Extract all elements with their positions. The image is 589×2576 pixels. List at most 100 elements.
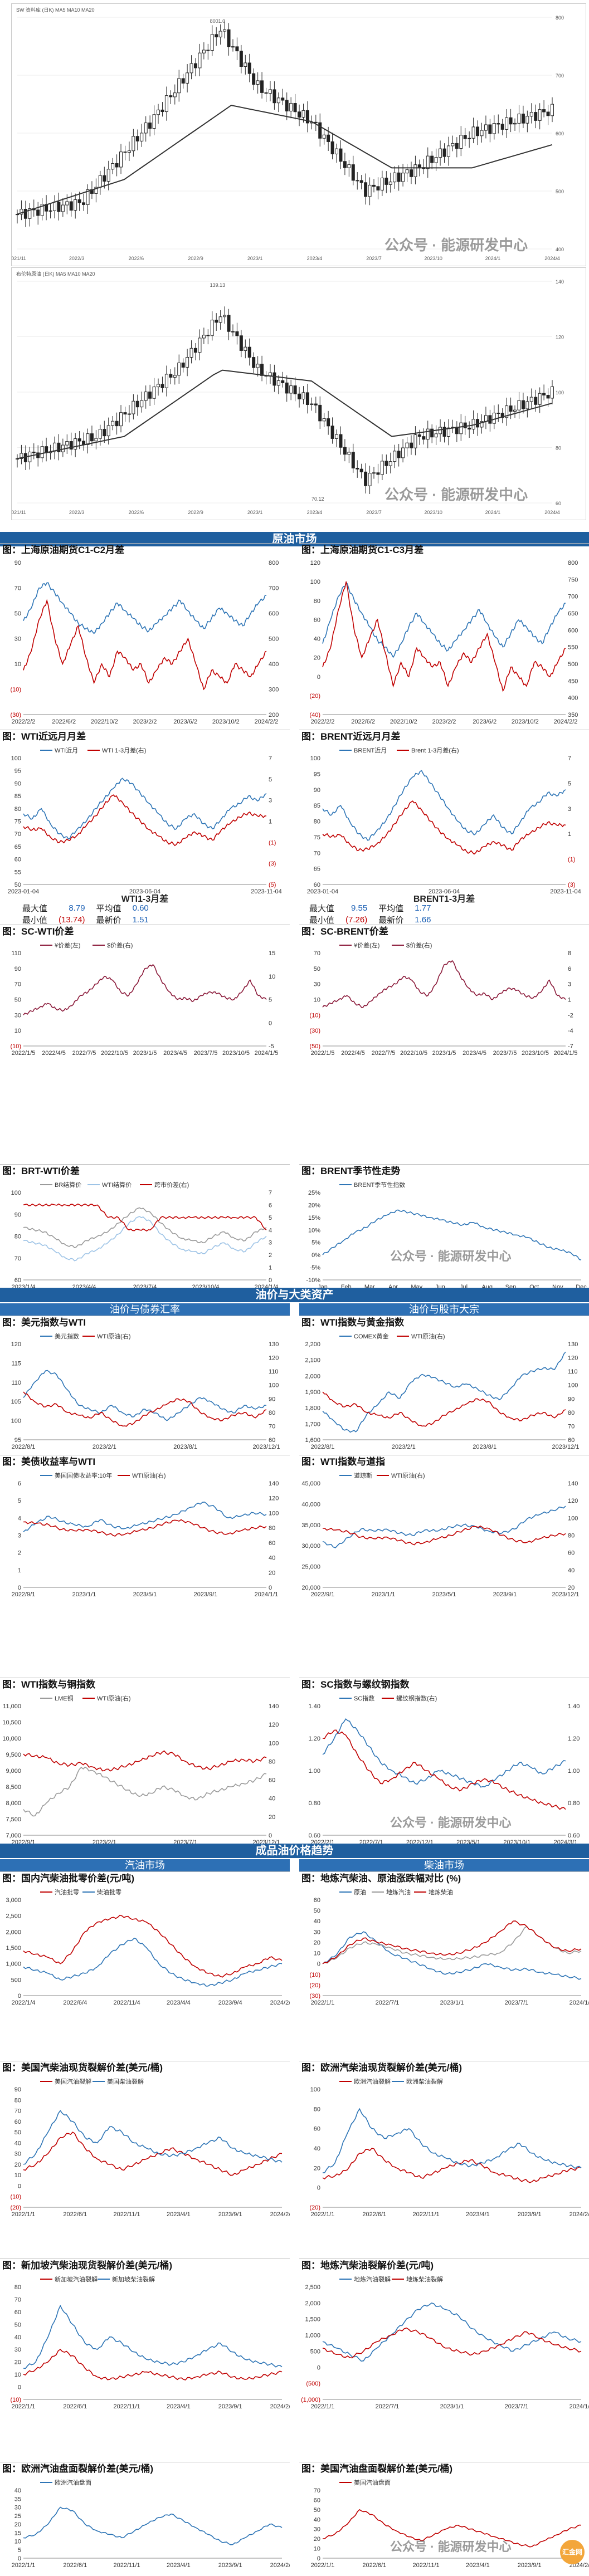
x-tick-label: 2024/2/4 (270, 2000, 290, 2006)
candle-body (434, 433, 438, 438)
candle-body (442, 427, 446, 437)
candle-body (28, 451, 32, 462)
watermark: 公众号 · 能源研发中心 (384, 486, 528, 503)
x-tick-label: 2023/7/1 (505, 2403, 529, 2410)
y-tick-label: 1.00 (309, 1768, 320, 1775)
stat-label: 平均值 (378, 904, 404, 913)
y-tick-label: (10) (309, 1972, 320, 1978)
y-tick-label: 80 (556, 446, 561, 451)
candle-body (90, 433, 94, 442)
y-tick-label: 0 (18, 2555, 21, 2562)
x-tick-label: 2022/2/2 (311, 718, 335, 725)
candle-body (551, 104, 554, 116)
candle-body (123, 151, 127, 153)
y2-tick-label: 5 (269, 1215, 272, 1221)
candle-body (40, 446, 44, 458)
x-tick-label: 2024/1 (485, 510, 501, 515)
x-tick-label: 2023/2/1 (93, 1444, 116, 1450)
chart-plot: 120 100 80 60 40 20 0 (20) (40) 800 750 700 650 600 55… (309, 560, 578, 725)
series-line (23, 794, 267, 847)
y-tick-label: 0% (311, 1252, 320, 1259)
candle-body (347, 164, 351, 168)
y-tick-label: 700 (556, 73, 564, 79)
y-tick-label: 0 (18, 2384, 21, 2391)
y-tick-label: 0 (317, 1961, 320, 1968)
candle-body (181, 362, 185, 368)
x-tick-label: 2023/1/1 (72, 1591, 96, 1598)
y2-tick-label: 750 (568, 576, 578, 583)
y-tick-label: 7,000 (6, 1832, 21, 1839)
candle-body (430, 428, 434, 438)
candle-body (413, 164, 417, 177)
stat-value: (13.74) (59, 915, 85, 925)
kline-lower: 布伦特原油 (日K) MA5 MA10 MA20 140 120 100 80 60 202… (11, 267, 586, 520)
y2-tick-label: 400 (269, 661, 279, 668)
series-line (23, 964, 267, 1015)
candle-body (405, 442, 409, 448)
series-line (322, 1920, 582, 1964)
watermark: 公众号 · 能源研发中心 (384, 237, 528, 253)
chart-panel-ust-wti: 图：美债收益率与WTI 美国国债收益率:10年 WTI原油(右) 6 5 4 3 2 1 0 140… (0, 1455, 290, 1605)
chart-title: 图：上海原油期货C1-C3月差 (299, 543, 589, 557)
candle-body (409, 442, 413, 448)
chart-title: 图：美债收益率与WTI (0, 1455, 290, 1469)
y2-tick-label: 5 (269, 997, 272, 1004)
chart-plot: LME铜 WTI原油(右) 11,000 10,500 10,000 9,500 9,000… (2, 1694, 280, 1846)
chart-panel-eu-crack: 图：欧洲汽柴油现货裂解价差(美元/桶) 欧洲汽油裂解 欧洲柴油裂解 100 80 60 40… (299, 2061, 589, 2225)
candle-body (525, 401, 529, 409)
x-tick-label: 2023/4/1 (167, 2211, 191, 2218)
x-tick-label: 2023/4/1 (167, 2403, 191, 2410)
legend-label: 美国国债收益率:10年 (55, 1472, 112, 1479)
candle-body (339, 148, 343, 162)
y2-tick-label: 7 (269, 755, 272, 762)
x-tick-label: 2022/6/2 (351, 718, 375, 725)
y-tick-label: 11,000 (3, 1703, 21, 1710)
y2-tick-label: 120 (269, 1722, 279, 1728)
x-tick-label: 2023/4/5 (163, 1050, 187, 1057)
series-line (23, 2349, 283, 2381)
candle-body (281, 97, 285, 101)
legend-label: ¥价差(左) (353, 941, 379, 949)
y-tick-label: 40 (14, 2140, 21, 2147)
candle-body (380, 461, 384, 475)
candle-body (94, 438, 98, 442)
x-tick-label: 2024/2/1 (270, 2211, 290, 2218)
candle-body (468, 427, 471, 430)
brent-stats-table: 最大值 9.55 平均值 1.77 最小值 (7.26) 最新价 1.66 (304, 902, 436, 926)
chart-plot: 美国国债收益率:10年 WTI原油(右) 6 5 4 3 2 1 0 140 120 100 80 60 4… (12, 1472, 279, 1598)
candle-body (468, 138, 471, 139)
y2-tick-label: 5 (568, 780, 571, 787)
x-tick-label: 2022/9/1 (311, 1591, 335, 1598)
y2-tick-label: 350 (568, 712, 578, 718)
candle-body (164, 95, 168, 113)
chart-title: 图：SC-WTI价差 (0, 925, 290, 938)
y-tick-label: 95 (14, 768, 21, 775)
candle-body (239, 51, 243, 67)
legend-label: 美元指数 (55, 1332, 79, 1340)
candle-body (471, 126, 475, 139)
candle-body (393, 172, 397, 183)
candle-body (244, 62, 247, 67)
x-tick-label: 2023/12/1 (552, 1591, 580, 1598)
x-tick-label: 2022/11/1 (114, 2403, 140, 2410)
x-tick-label: 2023/7/5 (493, 1050, 517, 1057)
x-tick-label: 2022/6 (129, 510, 144, 515)
series-line (23, 2132, 283, 2176)
y-tick-label: 20 (314, 1939, 320, 1946)
legend-label: 地炼汽油裂解 (354, 2275, 391, 2283)
y2-tick-label: 3 (568, 806, 571, 813)
candle-body (446, 145, 450, 157)
y-tick-label: 10 (314, 2546, 320, 2553)
x-tick-label: 2023-06-04 (429, 888, 460, 895)
y-tick-label: 500 (310, 2348, 320, 2355)
series-line (322, 1925, 582, 1964)
y2-tick-label: 650 (568, 610, 578, 617)
candle-body (115, 421, 119, 427)
y-tick-label: 40,000 (301, 1501, 320, 1508)
legend-label: WTI原油(右) (97, 1694, 130, 1702)
chart-title: 图：美国汽油盘面裂解价差(美元/桶) (299, 2462, 589, 2476)
chart-panel-eu-diesel-crack: 图：欧洲汽油盘面裂解价差(美元/桶) 欧洲汽油盘面 40 35 30 25 20 15 10 5 0… (0, 2462, 290, 2576)
candle-body (451, 143, 455, 146)
y2-tick-label: 40 (568, 1567, 575, 1574)
y-tick-label: 60 (314, 882, 320, 888)
